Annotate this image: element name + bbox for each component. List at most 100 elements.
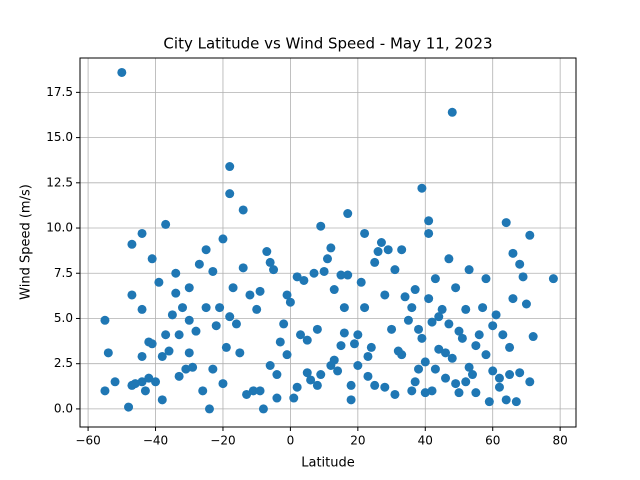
point <box>441 373 451 383</box>
point <box>110 377 120 387</box>
point <box>191 326 201 336</box>
y-tick-label: 17.5 <box>46 85 73 99</box>
point <box>464 265 474 275</box>
point <box>167 310 177 320</box>
point <box>346 380 356 390</box>
point <box>137 377 147 387</box>
point <box>383 245 393 255</box>
point <box>360 228 370 238</box>
y-tick-label: 0.0 <box>54 401 73 415</box>
point <box>424 216 434 226</box>
x-tick-label: 80 <box>553 434 568 448</box>
point <box>478 303 488 313</box>
point <box>410 285 420 295</box>
point <box>481 274 491 284</box>
point <box>461 304 471 314</box>
point <box>188 362 198 372</box>
point <box>171 288 181 298</box>
y-tick-label: 10.0 <box>46 221 73 235</box>
point <box>515 259 525 269</box>
point <box>225 189 235 199</box>
x-tick-label: 60 <box>485 434 500 448</box>
point <box>447 353 457 363</box>
point <box>309 268 319 278</box>
point <box>262 247 272 257</box>
point <box>248 386 258 396</box>
point <box>137 351 147 361</box>
point <box>164 346 174 356</box>
point <box>289 393 299 403</box>
point <box>171 268 181 278</box>
point <box>326 361 336 370</box>
point <box>225 312 235 322</box>
point <box>333 366 343 376</box>
point <box>100 386 110 396</box>
point <box>424 294 434 304</box>
point <box>437 304 447 314</box>
point <box>407 303 417 313</box>
point <box>157 351 167 361</box>
point <box>285 297 295 307</box>
point <box>235 348 245 358</box>
point <box>211 321 221 331</box>
point <box>518 272 528 282</box>
point <box>390 265 400 275</box>
point <box>353 330 363 340</box>
point <box>370 380 380 390</box>
y-tick-label: 15.0 <box>46 130 73 144</box>
point <box>184 315 194 325</box>
point <box>117 67 127 77</box>
point <box>329 285 339 295</box>
point <box>441 348 451 358</box>
point <box>467 370 477 380</box>
point <box>265 361 275 370</box>
point <box>238 205 248 215</box>
point <box>481 350 491 360</box>
point <box>282 350 292 360</box>
point <box>525 377 535 387</box>
point <box>454 388 464 398</box>
point <box>184 283 194 293</box>
y-axis-label: Wind Speed (m/s) <box>19 184 34 300</box>
point <box>292 272 302 282</box>
point <box>312 324 322 334</box>
point <box>215 303 225 313</box>
point <box>360 303 370 313</box>
point <box>228 283 238 293</box>
point <box>137 228 147 238</box>
point <box>427 317 437 327</box>
point <box>427 386 437 396</box>
point <box>505 370 515 380</box>
point <box>154 277 164 287</box>
point <box>299 275 309 285</box>
point <box>376 238 386 247</box>
chart-title: City Latitude vs Wind Speed - May 11, 20… <box>163 35 492 53</box>
point <box>498 330 508 340</box>
x-axis-label: Latitude <box>301 456 355 471</box>
point <box>326 243 336 253</box>
x-tick-label: 20 <box>350 434 365 448</box>
point <box>373 247 383 257</box>
point <box>137 304 147 314</box>
point <box>151 377 161 387</box>
point <box>397 245 407 255</box>
point <box>380 382 390 392</box>
point <box>279 319 289 329</box>
point <box>178 303 188 313</box>
point <box>414 364 424 374</box>
point <box>100 315 110 325</box>
point <box>471 388 481 398</box>
point <box>302 368 312 378</box>
point <box>451 283 461 293</box>
point <box>161 330 171 340</box>
point <box>420 357 430 367</box>
point <box>447 107 457 117</box>
point <box>454 326 464 336</box>
x-tick-label: −60 <box>75 434 100 448</box>
point <box>296 330 306 340</box>
point <box>127 239 137 249</box>
point <box>380 290 390 300</box>
point <box>161 219 171 229</box>
x-tick-label: 40 <box>418 434 433 448</box>
